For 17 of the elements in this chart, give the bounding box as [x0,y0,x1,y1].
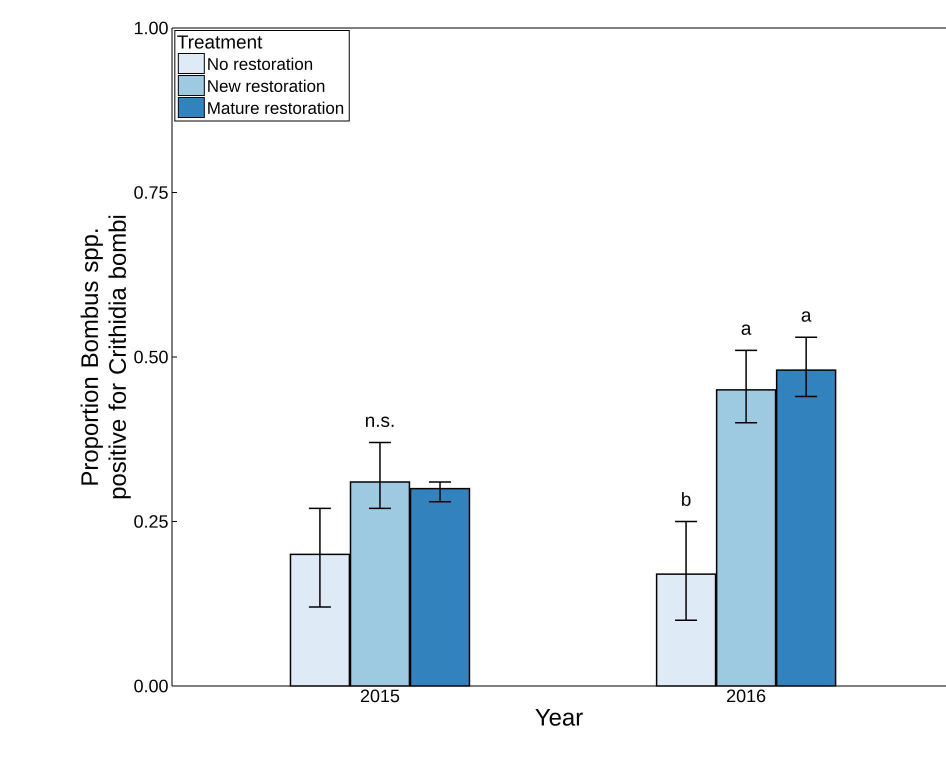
legend-label: No restoration [208,58,312,70]
legend-label: Mature restoration [208,102,344,114]
annotation: a [742,324,752,335]
y-tick-label: 0.50 [134,350,168,364]
annotation: b [682,492,691,506]
y-tick-label: 1.00 [134,22,168,34]
x-tick-label: 2015 [360,690,400,702]
annotation: a [802,311,812,322]
legend-label: New restoration [208,80,324,92]
y-tick-label: 0.75 [134,186,168,199]
y-tick-label: 0.25 [134,515,168,528]
y-axis-title: Proportion Bombus spp. positive for Crithidia bombi [80,216,131,498]
x-tick-label: 2016 [727,690,766,702]
y-tick-label: 0.00 [134,680,168,692]
legend-title: Treatment [177,35,262,49]
annotation: n.s. [366,416,394,428]
x-axis-title: Year [535,709,583,726]
